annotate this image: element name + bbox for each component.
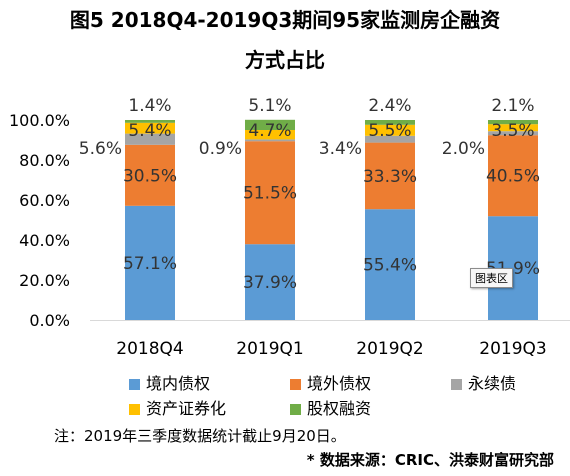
legend-item-perpetual-bond: 永续债 — [451, 370, 516, 394]
bar-segment — [365, 135, 415, 143]
x-tick-label: 2019Q2 — [356, 339, 423, 359]
bar-segment — [488, 120, 538, 125]
bar-segment — [245, 130, 295, 140]
legend-label: 永续债 — [468, 374, 517, 393]
bar-segment — [245, 141, 295, 245]
bar-segment — [125, 120, 175, 123]
bar-segment — [245, 119, 295, 130]
data-label: 3.4% — [319, 139, 362, 159]
x-tick-label: 2019Q3 — [479, 339, 546, 359]
bar-segment — [488, 131, 538, 136]
bar-segment — [488, 135, 538, 217]
legend-label: 资产证券化 — [146, 399, 227, 418]
data-label: 2.0% — [442, 139, 485, 159]
legend-swatch — [129, 379, 140, 390]
legend-item-equity: 股权融资 — [290, 395, 371, 419]
y-tick-label: 100.0% — [9, 111, 70, 130]
bar-segment — [365, 209, 415, 320]
legend-item-overseas-debt: 境外债权 — [290, 370, 371, 394]
x-tick-label: 2019Q1 — [236, 339, 303, 359]
legend-swatch — [451, 379, 462, 390]
y-tick-label: 40.0% — [19, 231, 70, 250]
legend-item-domestic-debt: 境内债权 — [129, 370, 210, 394]
bar-segment — [125, 133, 175, 145]
data-label: 51.5% — [243, 184, 297, 204]
legend-label: 股权融资 — [307, 399, 372, 418]
bar-segment — [125, 144, 175, 206]
bar-segment — [488, 124, 538, 132]
stacked-bar-chart: 0.0% 20.0% 40.0% 60.0% 80.0% 100.0% 2018Q4 2019… — [9, 96, 570, 359]
data-label: 33.3% — [363, 167, 417, 187]
data-label: 57.1% — [123, 254, 177, 274]
y-tick-label: 60.0% — [19, 191, 70, 210]
legend-label: 境外债权 — [307, 374, 372, 393]
data-label: 55.4% — [363, 256, 417, 276]
data-label: 5.4% — [128, 121, 171, 141]
y-tick-label: 80.0% — [19, 151, 70, 170]
legend-label: 境内债权 — [146, 374, 211, 393]
data-label: 40.5% — [486, 167, 540, 187]
y-tick-label: 0.0% — [29, 311, 70, 330]
data-label: 4.7% — [248, 121, 291, 141]
legend-swatch — [290, 379, 301, 390]
bar-segment — [365, 124, 415, 136]
chart-title-line2: 方式占比 — [245, 48, 325, 72]
bar-segment — [125, 205, 175, 320]
data-label: 2.1% — [491, 96, 534, 116]
data-label: 5.6% — [79, 139, 122, 159]
x-tick-label: 2018Q4 — [116, 339, 183, 359]
footnote: 注：2019年三季度数据统计截止9月20日。 — [54, 427, 346, 445]
data-label: 5.5% — [368, 121, 411, 141]
chart-title-line1: 图5 2018Q4-2019Q3期间95家监测房企融资 — [69, 8, 501, 32]
legend-item-abs: 资产证券化 — [129, 395, 226, 419]
bar-segment — [365, 142, 415, 210]
data-label: 0.9% — [199, 139, 242, 159]
legend-swatch — [129, 404, 140, 415]
bar-segment — [245, 244, 295, 320]
y-tick-label: 20.0% — [19, 271, 70, 290]
data-label: 30.5% — [123, 166, 177, 186]
bar-segment — [125, 122, 175, 134]
data-source: * 数据来源：CRIC、洪泰财富研究部 — [306, 451, 554, 469]
data-label: 2.4% — [368, 96, 411, 116]
bar-segment — [245, 139, 295, 142]
bar-segment — [365, 120, 415, 125]
data-label: 1.4% — [128, 96, 171, 116]
chart-area-tooltip: 图表区 — [470, 268, 513, 288]
data-label: 5.1% — [248, 96, 291, 116]
data-label: 3.5% — [491, 121, 534, 141]
data-label: 37.9% — [243, 273, 297, 293]
legend-swatch — [290, 404, 301, 415]
